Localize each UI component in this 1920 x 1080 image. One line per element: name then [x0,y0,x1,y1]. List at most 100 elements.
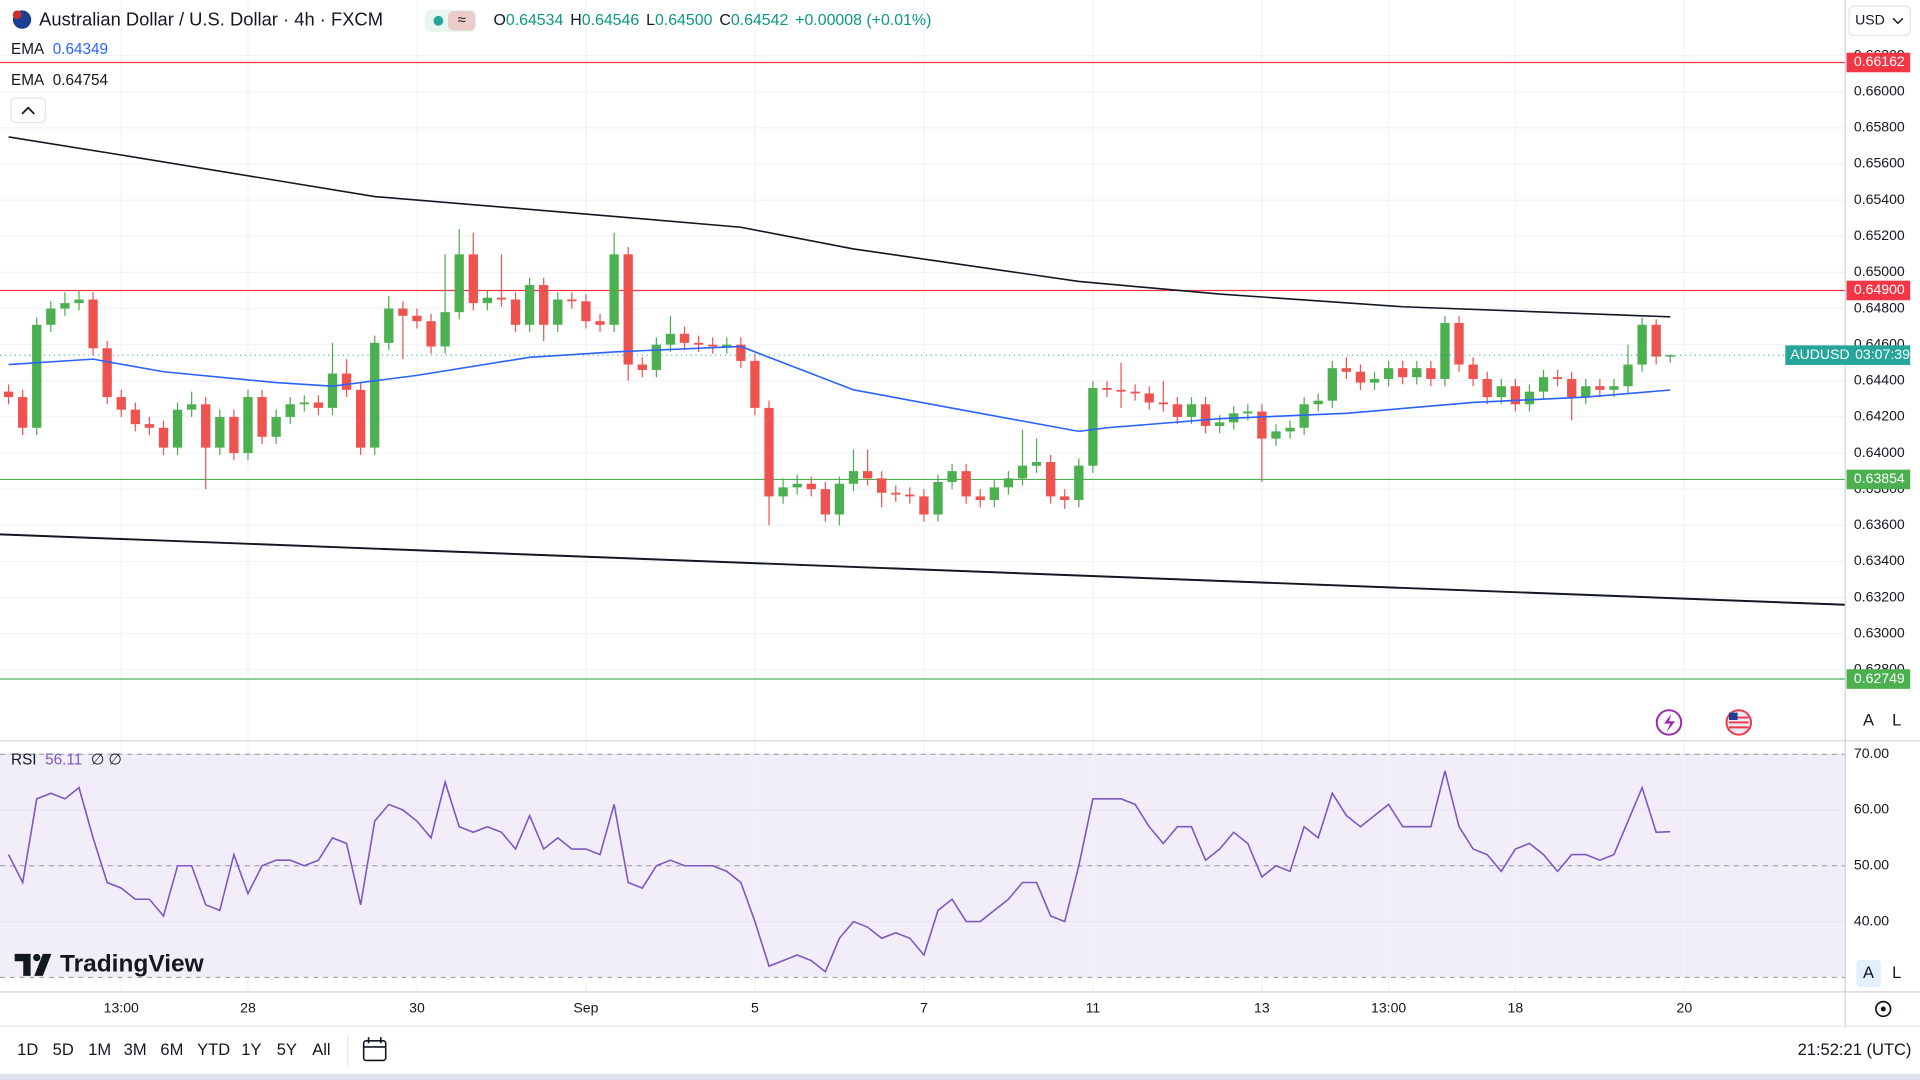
candle-body [877,478,887,493]
ohlc-label: H [570,12,582,29]
auto-scale-button[interactable]: A [1863,711,1874,730]
candle-body [60,303,70,309]
candle-body [46,308,56,325]
candle-body [1214,422,1225,426]
candle-body [1496,386,1506,398]
log-scale-button[interactable]: L [1892,711,1901,730]
range-button[interactable]: All [312,1040,330,1059]
ema-name: EMA [11,41,45,58]
y-tick-label: 0.65200 [1854,227,1905,243]
candle-body [609,254,619,325]
candle-body [679,333,690,343]
candle-body [1398,368,1408,378]
range-button[interactable]: YTD [197,1040,230,1059]
candle-body [651,344,662,370]
candle-body [426,321,436,347]
candle-body [257,397,267,437]
level-label: 0.63854 [1854,470,1905,486]
candle-body [454,254,464,313]
y-tick-label: 0.65600 [1854,155,1905,171]
lightning-icon[interactable] [1655,709,1683,736]
candle-body [1144,393,1154,403]
candle-body [806,483,816,490]
x-tick-label: 20 [1677,1000,1693,1016]
candle-body [468,254,478,304]
range-button[interactable]: 1D [17,1040,38,1059]
x-tick-label: 13 [1254,1000,1270,1016]
candle-body [862,471,873,479]
candle-body [1003,478,1014,488]
brand: TradingView [14,950,205,977]
candle-body [370,342,380,448]
y-tick-label: 0.65800 [1854,119,1905,135]
status-pill[interactable] [424,9,477,32]
rsi-tick-label: 50.00 [1854,856,1889,872]
candle-body [1116,389,1126,392]
candle-body [905,494,915,497]
brand-logo [14,953,31,976]
candle-body [18,397,28,428]
symbol-flag-detail [12,10,22,19]
lightning-glyph [1664,713,1676,733]
candle-body [1524,391,1535,405]
currency-button[interactable] [1848,5,1911,37]
brand-name: TradingView [60,950,205,977]
candle-body [215,416,225,448]
candle-body [792,483,802,488]
candle-body [947,471,957,482]
range-button[interactable]: 1Y [241,1040,261,1059]
candle-body [3,391,14,398]
candle-body [201,404,211,448]
log-scale-button[interactable]: L [1892,963,1901,982]
candle-body [961,471,971,497]
candle-body [1299,404,1309,428]
candle-body [1060,496,1070,501]
level-label: 0.62749 [1854,670,1905,686]
candle-body [581,301,591,322]
candle-body [1665,355,1675,357]
range-button[interactable]: 3M [124,1040,147,1059]
candle-body [1637,324,1647,365]
candle-body [764,407,774,497]
candle-body [88,299,98,349]
range-button[interactable]: 1M [88,1040,111,1059]
candle-body [595,321,605,325]
x-tick-label: 5 [751,1000,759,1016]
candle-body [1200,404,1211,426]
collapse-legend-button[interactable] [10,97,46,124]
ohlc-value: 0.64500 [655,12,713,29]
candle-body [1074,465,1084,501]
range-button[interactable]: 5Y [277,1040,297,1059]
currency-label: USD [1855,12,1885,28]
rsi-pane [0,753,1846,978]
candle-body [933,481,943,515]
market-open-dot [433,15,444,26]
x-tick-label: 11 [1086,1000,1101,1016]
candle-body [1383,368,1394,379]
range-button[interactable]: 6M [160,1040,183,1059]
auto-scale-button[interactable]: A [1863,963,1874,982]
candle-body [975,496,985,501]
candle-body [1341,368,1352,372]
date-range-icon[interactable] [362,1040,387,1062]
brand-logo-slash [34,953,52,976]
ema-fast-line [8,345,1671,433]
candle-body [229,416,239,454]
candle-body [1510,386,1521,405]
candle-body [665,333,676,345]
y-tick-label: 0.63400 [1854,552,1905,568]
candle-body [412,315,422,322]
candle-body [1552,377,1563,379]
ohlc-value: 0.64534 [506,12,564,29]
candle-body [1102,388,1112,390]
candle-body [1031,462,1042,466]
candle-body [778,487,788,497]
ohlc-label: O [493,12,505,29]
candle-body [158,427,169,448]
candle-body [271,416,281,437]
range-button[interactable]: 5D [53,1040,74,1059]
rsi-legend: RSI 56.11 ∅ ∅ [11,751,122,768]
settings-icon[interactable] [1875,1000,1892,1018]
